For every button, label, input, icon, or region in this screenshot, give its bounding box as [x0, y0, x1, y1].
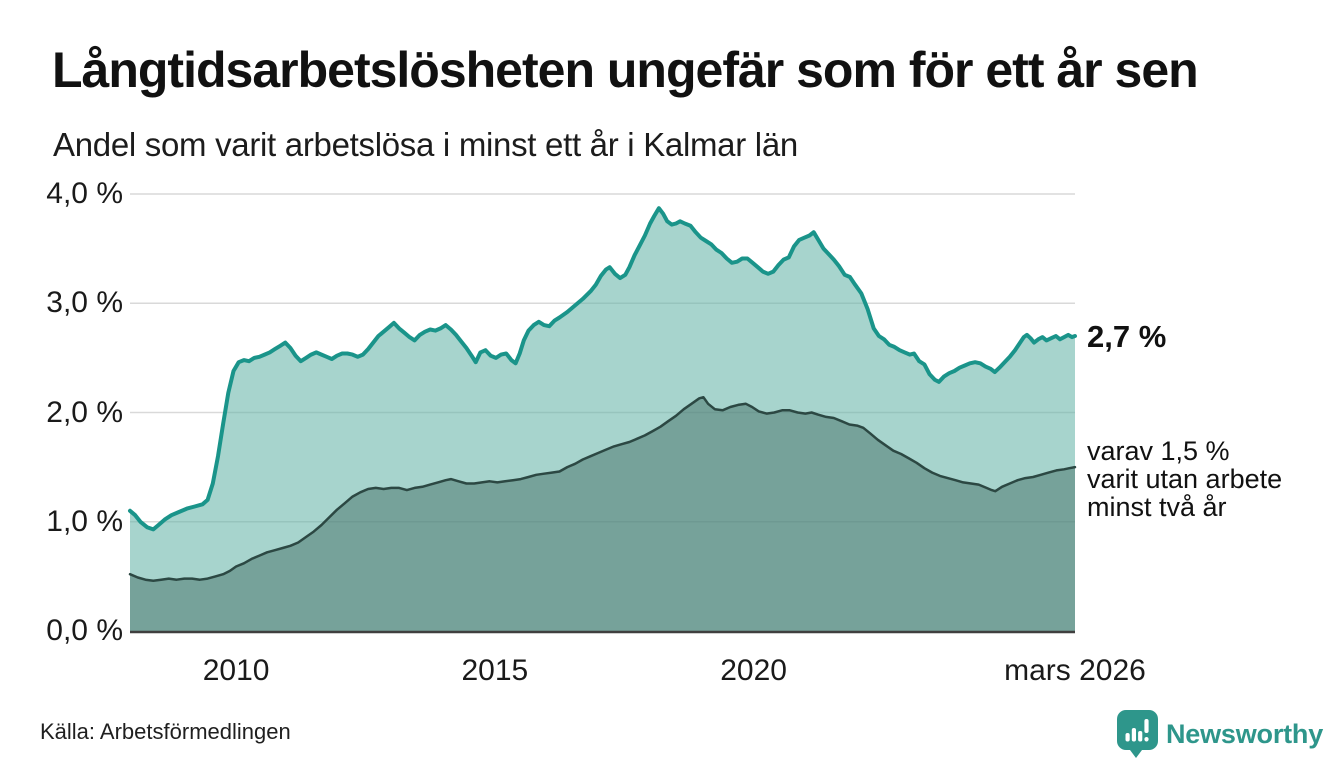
- page-title: Långtidsarbetslösheten ungefär som för e…: [52, 42, 1199, 98]
- series1-end-value-label: 2,7 %: [1087, 319, 1167, 355]
- y-tick-label: 2,0 %: [46, 395, 123, 429]
- newsworthy-logo-icon: [1117, 710, 1158, 758]
- series-line-2: [128, 395, 1077, 582]
- y-tick-label: 4,0 %: [46, 177, 123, 210]
- y-tick-label: 1,0 %: [46, 504, 123, 538]
- newsworthy-logo-text: Newsworthy: [1166, 719, 1324, 749]
- series-line-1: [128, 206, 1077, 532]
- x-tick-label: 2020: [720, 654, 787, 687]
- series-area-1: [130, 208, 1075, 631]
- x-tick-label: mars 2026: [1004, 654, 1146, 687]
- newsworthy-logo: Newsworthy: [1117, 710, 1323, 758]
- source-note: Källa: Arbetsförmedlingen: [40, 719, 291, 744]
- y-tick-label: 3,0 %: [46, 286, 123, 320]
- series2-end-value-label: varav 1,5 % varit utan arbete minst två …: [1087, 436, 1283, 523]
- series-area-2: [130, 397, 1075, 631]
- x-tick-label: 2010: [202, 654, 270, 687]
- y-tick-label: 0,0 %: [46, 614, 123, 647]
- x-tick-label: 2015: [461, 654, 529, 687]
- chart-subtitle: Andel som varit arbetslösa i minst ett å…: [53, 126, 798, 163]
